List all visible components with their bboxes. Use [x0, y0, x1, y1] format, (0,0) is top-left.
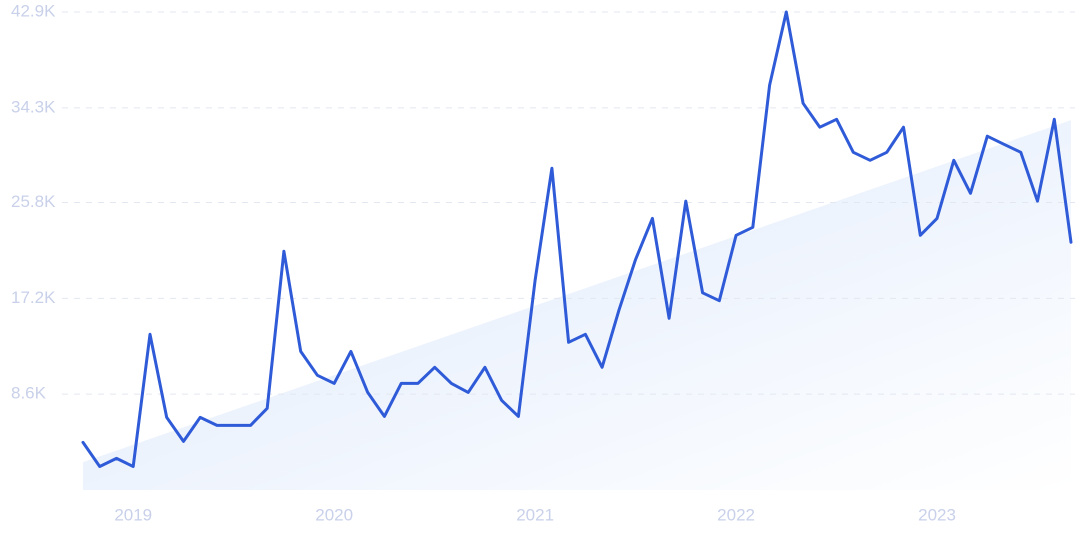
- y-tick-label: 25.8K: [11, 192, 56, 211]
- y-tick-label: 8.6K: [11, 384, 47, 403]
- y-tick-label: 34.3K: [11, 97, 56, 116]
- y-tick-label: 42.9K: [11, 1, 56, 20]
- trend-area: [83, 120, 1071, 490]
- x-tick-label: 2019: [114, 505, 152, 524]
- x-tick-label: 2023: [918, 505, 956, 524]
- trend-line: [81, 10, 1073, 468]
- y-tick-label: 17.2K: [11, 288, 56, 307]
- x-tick-label: 2021: [516, 505, 554, 524]
- x-tick-label: 2020: [315, 505, 353, 524]
- x-tick-label: 2022: [717, 505, 755, 524]
